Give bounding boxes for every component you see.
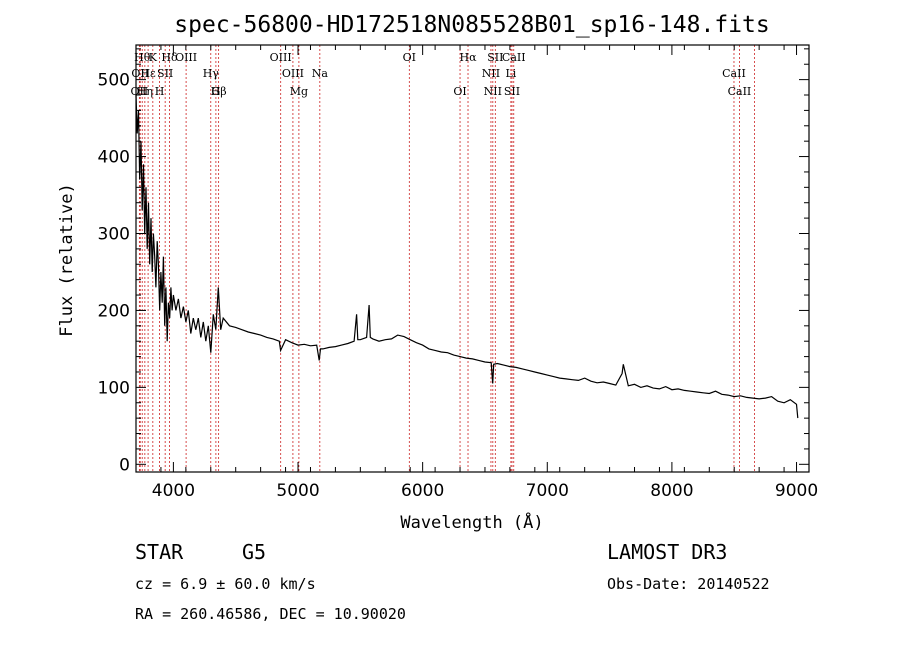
survey-name: LAMOST DR3 — [607, 540, 727, 564]
line-marker-label: Li — [505, 67, 516, 80]
line-marker-labels: OIIOIIHθHηHεKHSIIHδOIIIHγGHβOIIIOIIIMgNa… — [131, 51, 752, 98]
x-tick-label: 8000 — [650, 481, 693, 501]
line-marker-label: CaII — [728, 85, 752, 98]
line-marker-label: OI — [403, 51, 416, 64]
line-marker-label: OI — [453, 85, 466, 98]
line-marker-label: OIII — [270, 51, 292, 64]
y-tick-label: 400 — [98, 148, 130, 168]
x-axis-ticks: 4000 5000 6000 7000 8000 9000 — [135, 45, 818, 501]
x-tick-label: 6000 — [401, 481, 444, 501]
x-tick-label: 7000 — [526, 481, 569, 501]
line-marker-label: SII — [504, 85, 520, 98]
x-tick-label: 5000 — [276, 481, 319, 501]
line-marker-label: NII — [484, 85, 502, 98]
object-class: STAR — [135, 540, 184, 564]
line-marker-label: Hα — [459, 51, 477, 64]
line-marker-label: OIII — [282, 67, 304, 80]
x-axis-label: Wavelength (Å) — [400, 511, 543, 533]
line-marker-label: G — [211, 85, 220, 98]
line-marker-label: K — [149, 51, 158, 64]
ra-dec: RA = 260.46586, DEC = 10.90020 — [135, 605, 406, 623]
line-marker-label: CaII — [502, 51, 526, 64]
line-marker-label: Hγ — [203, 67, 220, 80]
line-marker-label: H — [155, 85, 165, 98]
x-tick-label: 9000 — [775, 481, 818, 501]
plot-frame — [135, 44, 810, 473]
y-tick-label: 0 — [119, 455, 130, 475]
line-marker-label: NII — [482, 67, 500, 80]
y-axis-label: Flux (relative) — [57, 183, 77, 337]
chart-title: spec-56800-HD172518N085528B01_sp16-148.f… — [174, 12, 769, 38]
redshift-cz: cz = 6.9 ± 60.0 km/s — [135, 575, 316, 593]
line-marker-label: OII — [131, 85, 149, 98]
y-tick-label: 200 — [98, 301, 130, 321]
y-axis-ticks: 0 100 200 300 400 500 — [98, 48, 809, 475]
line-marker-label: Na — [312, 67, 329, 80]
line-marker-label: Hε — [140, 67, 156, 80]
object-subclass: G5 — [242, 540, 266, 564]
flux-series-line — [135, 94, 799, 419]
line-marker-label: CaII — [722, 67, 746, 80]
y-tick-label: 500 — [98, 71, 130, 91]
line-marker-label: Hθ — [134, 51, 151, 64]
line-marker-label: SII — [157, 67, 173, 80]
line-marker-label: Hβ — [211, 85, 227, 98]
y-tick-label: 100 — [98, 378, 130, 398]
x-tick-label: 4000 — [152, 481, 195, 501]
line-markers — [138, 45, 755, 472]
y-tick-label: 300 — [98, 224, 130, 244]
line-marker-label: SII — [487, 51, 503, 64]
obs-date: Obs-Date: 20140522 — [607, 575, 770, 593]
line-marker-label: Mg — [290, 85, 308, 98]
line-marker-label: OIII — [175, 51, 197, 64]
line-marker-label: Hη — [137, 85, 153, 98]
